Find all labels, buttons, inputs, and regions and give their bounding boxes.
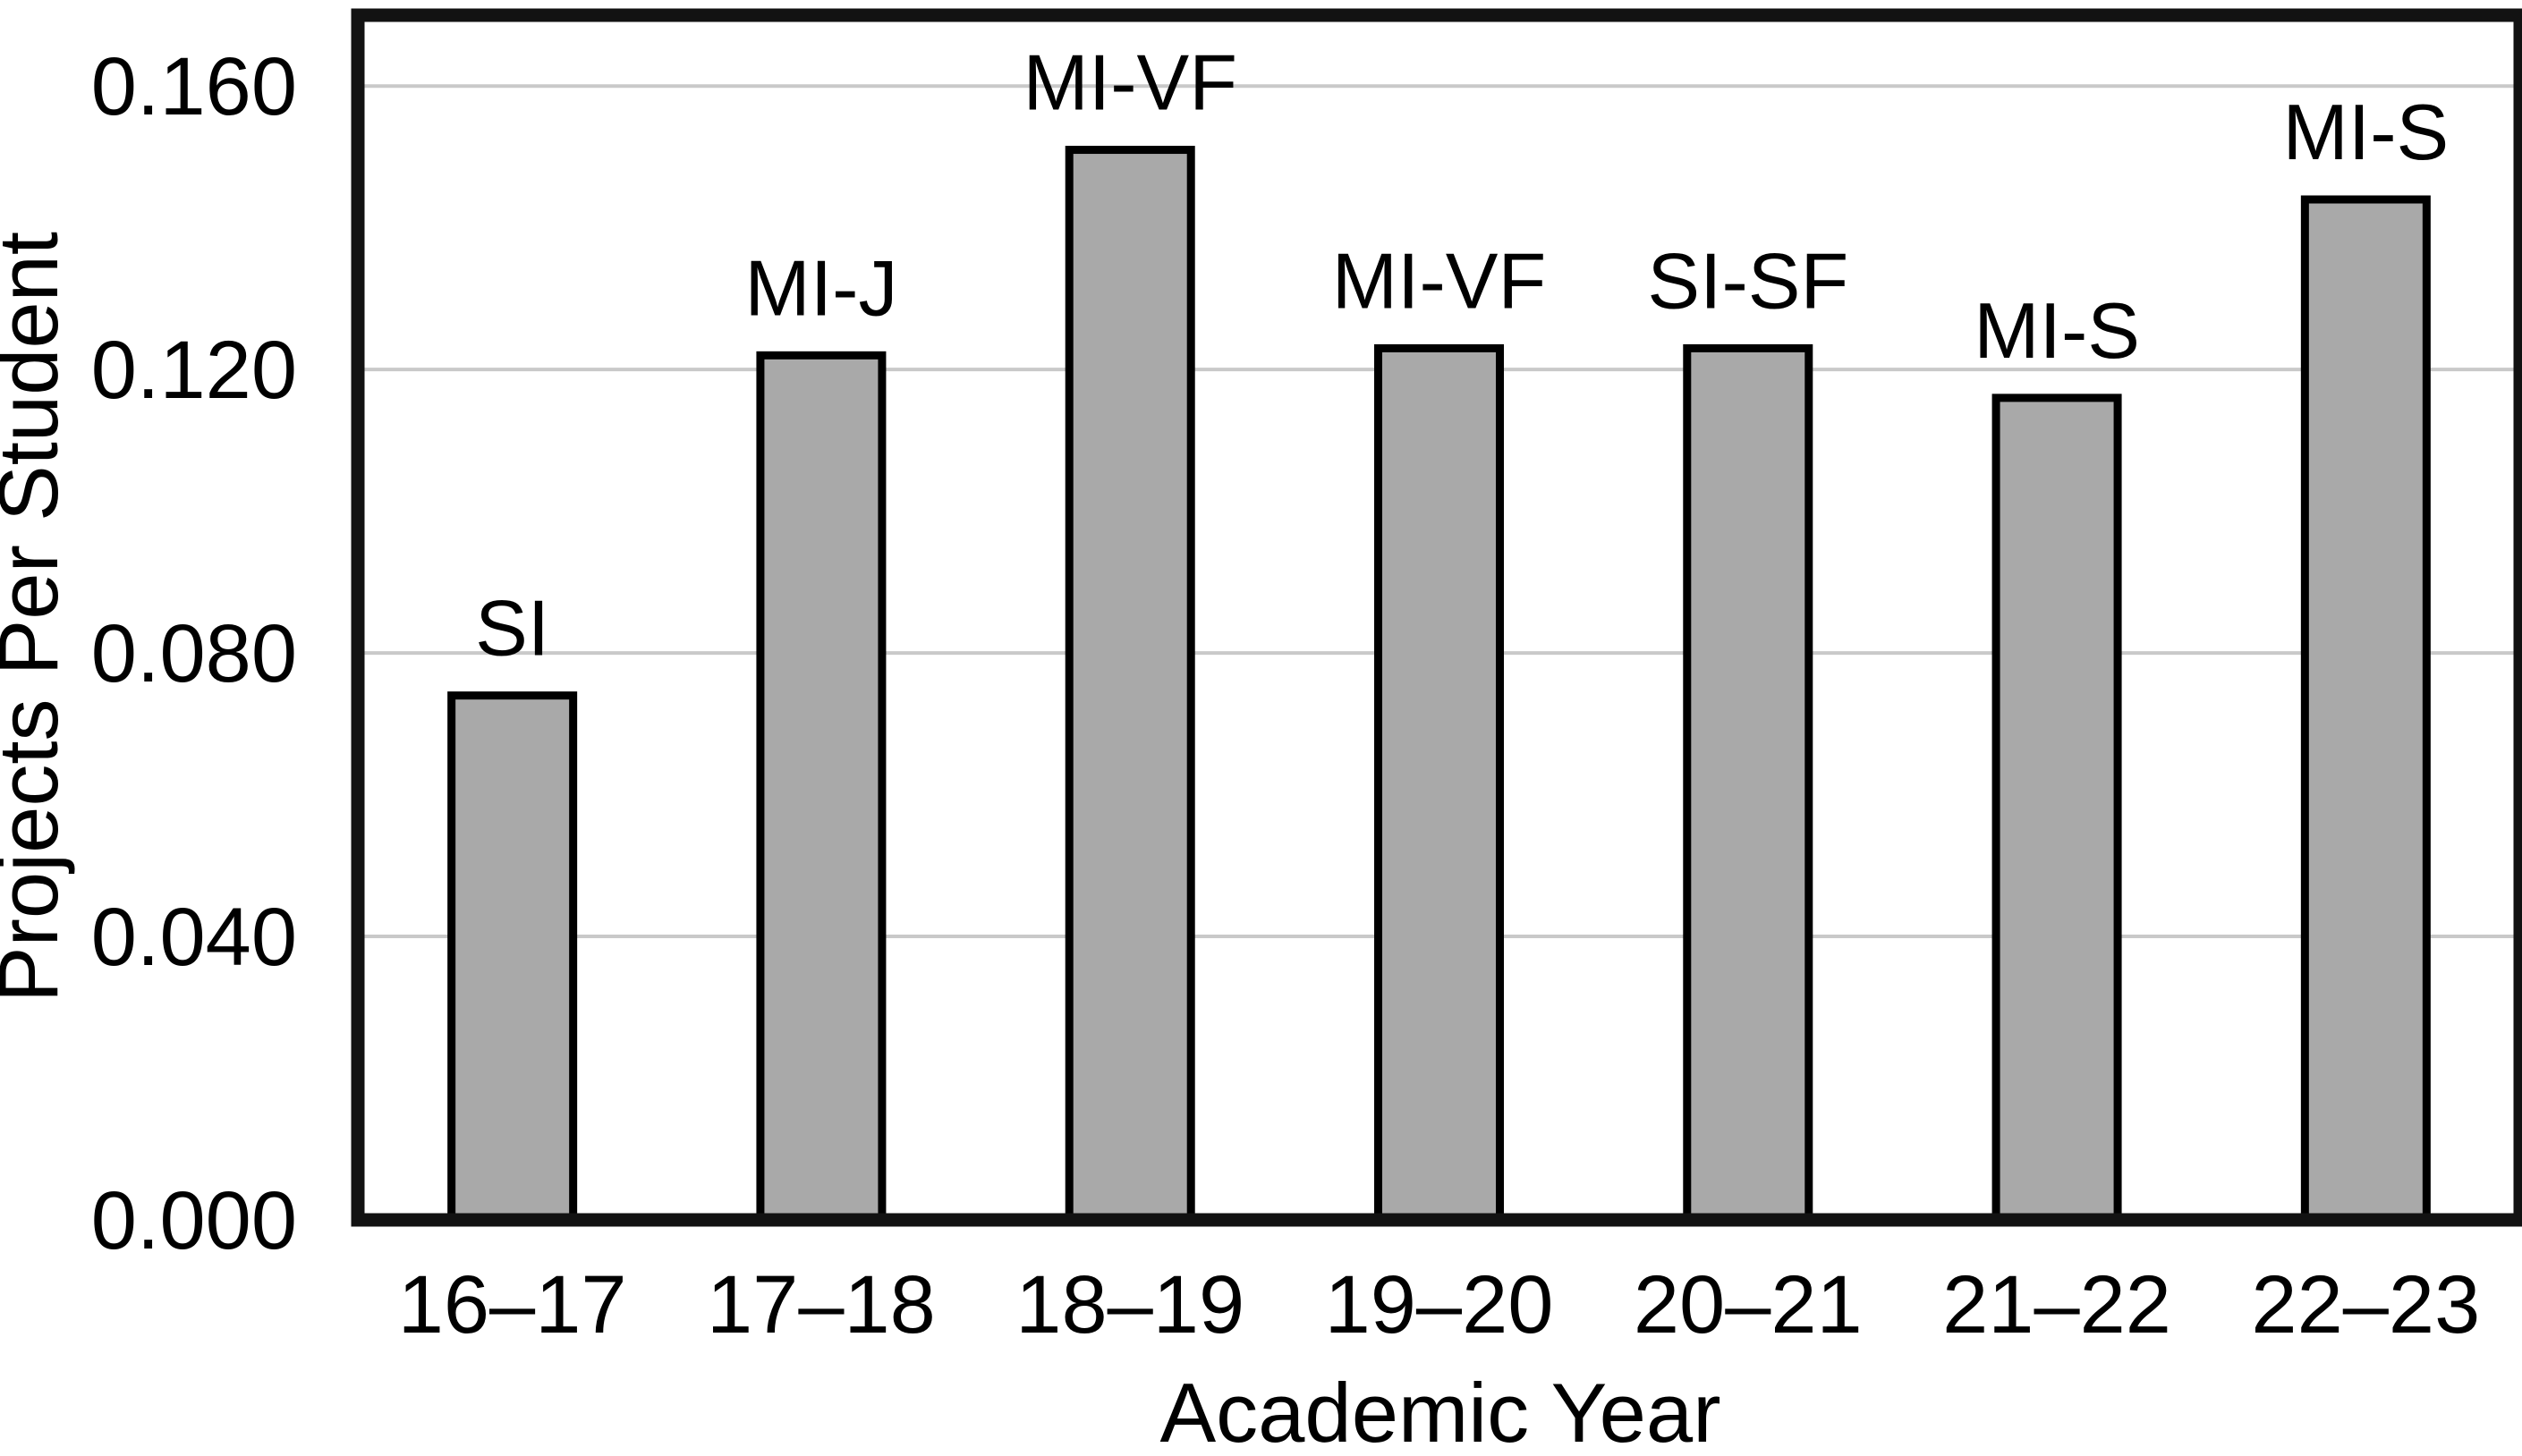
x-tick-label: 16–17 xyxy=(398,1259,627,1350)
bar-value-label: MI-S xyxy=(2282,88,2449,176)
bar-value-label: SI xyxy=(475,584,549,673)
x-axis-title: Academic Year xyxy=(1159,1366,1720,1456)
bar-labels: SI MI-J MI-VF MI-VF SI-SF MI-S MI-S xyxy=(475,38,2449,673)
y-axis-title: Projects Per Student xyxy=(0,232,75,1003)
bar xyxy=(1065,146,1195,1224)
bar xyxy=(1683,343,1813,1224)
bar xyxy=(1991,394,2122,1224)
bar xyxy=(2300,195,2431,1224)
bar-value-label: MI-J xyxy=(744,243,897,332)
bar xyxy=(1374,343,1504,1224)
x-tick-label: 19–20 xyxy=(1325,1259,1554,1350)
bar-value-label: SI-SF xyxy=(1647,236,1848,325)
y-tick-label: 0.000 xyxy=(91,1175,297,1266)
bar-value-label: MI-S xyxy=(1974,286,2140,375)
y-tick-label: 0.040 xyxy=(91,892,297,983)
x-tick-label: 20–21 xyxy=(1634,1259,1863,1350)
x-tick-label: 18–19 xyxy=(1015,1259,1244,1350)
bar-value-label: MI-VF xyxy=(1023,38,1237,127)
x-axis-tick-labels: 16–17 17–18 18–19 19–20 20–21 21–22 22–23 xyxy=(398,1259,2481,1350)
x-tick-label: 22–23 xyxy=(2251,1259,2480,1350)
bar-value-label: MI-VF xyxy=(1332,236,1547,325)
x-tick-label: 21–22 xyxy=(1942,1259,2171,1350)
y-tick-label: 0.160 xyxy=(91,41,297,132)
bar xyxy=(447,691,578,1224)
plot-frame xyxy=(351,8,2522,1227)
y-axis-tick-labels: 0.000 0.040 0.080 0.120 0.160 xyxy=(91,41,297,1266)
bar xyxy=(756,351,887,1224)
y-tick-label: 0.080 xyxy=(91,608,297,699)
x-tick-label: 17–18 xyxy=(707,1259,936,1350)
y-tick-label: 0.120 xyxy=(91,325,297,416)
